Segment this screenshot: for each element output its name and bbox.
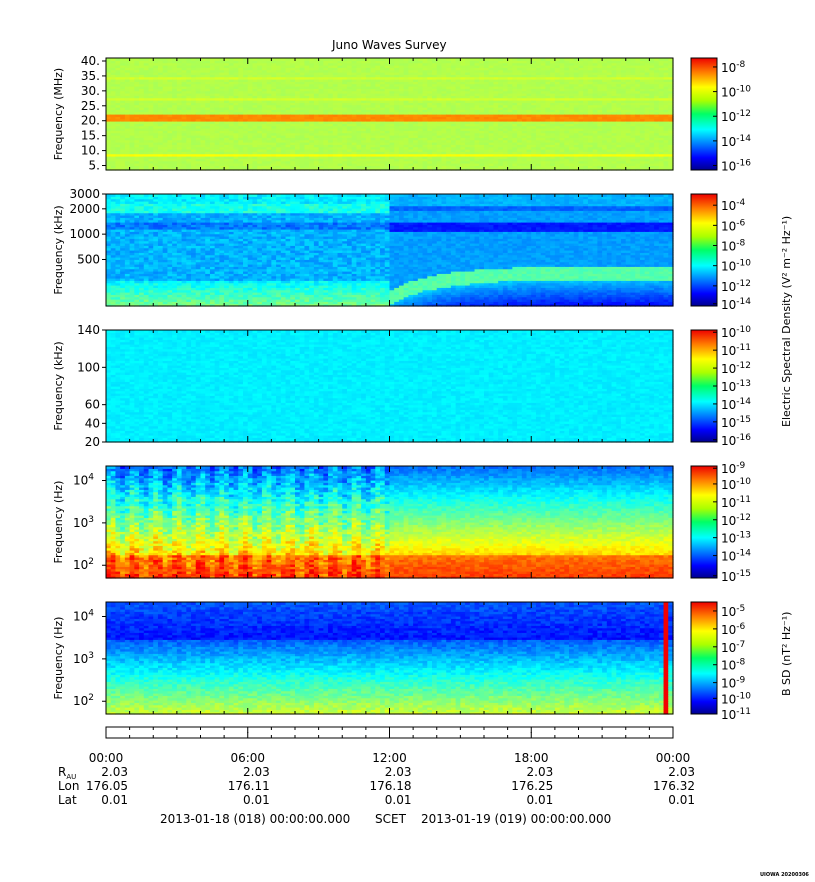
panel-high-band: 40.35.30.25.20.15.10.5.Frequency (MHz) [52, 54, 674, 173]
